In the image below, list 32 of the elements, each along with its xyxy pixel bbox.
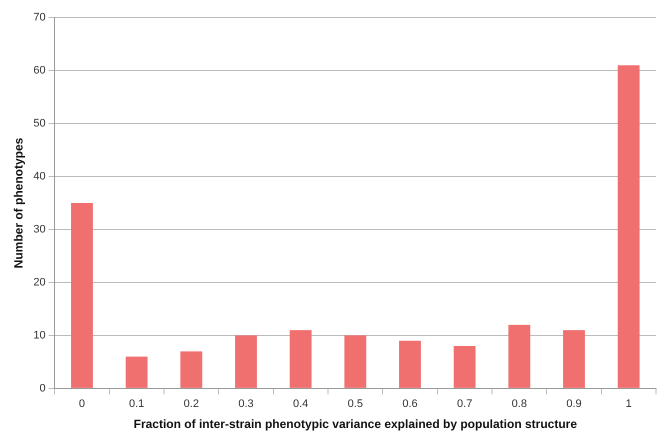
- bar: [563, 330, 585, 388]
- x-tick-label: 0.7: [457, 398, 472, 410]
- y-tick-label: 30: [33, 224, 46, 236]
- y-tick-label: 60: [33, 64, 46, 77]
- y-axis-title: Number of phenotypes: [12, 137, 26, 268]
- x-tick-label: 0.1: [128, 398, 144, 410]
- bar: [71, 203, 93, 388]
- x-tick-label: 0.8: [512, 398, 527, 410]
- x-tick-label: 0.3: [238, 398, 254, 410]
- y-tick-label: 20: [33, 276, 46, 288]
- x-tick-label: 0.4: [293, 398, 308, 410]
- x-tick-label: 0.6: [402, 398, 418, 410]
- bar: [180, 351, 202, 388]
- x-tick-label: 0.5: [348, 398, 363, 410]
- y-tick-label: 70: [33, 12, 46, 24]
- x-tick-label: 0: [78, 398, 86, 410]
- x-tick-label: 0.9: [566, 398, 582, 410]
- bar: [399, 340, 421, 388]
- x-axis-title: Fraction of inter-strain phenotypic variance explained by population structure: [134, 417, 578, 432]
- y-tick-label: 10: [33, 329, 46, 342]
- bar: [508, 324, 530, 388]
- bar: [235, 335, 257, 388]
- y-tick-label: 50: [33, 118, 46, 130]
- bar: [126, 356, 148, 388]
- bar: [618, 65, 640, 388]
- x-tick-label: 1: [626, 398, 632, 410]
- bar: [344, 335, 366, 388]
- bar: [290, 330, 312, 388]
- y-tick-label: 40: [33, 170, 46, 183]
- bar: [454, 346, 476, 388]
- y-tick-label: 0: [40, 382, 46, 394]
- x-tick-label: 0.2: [184, 398, 199, 410]
